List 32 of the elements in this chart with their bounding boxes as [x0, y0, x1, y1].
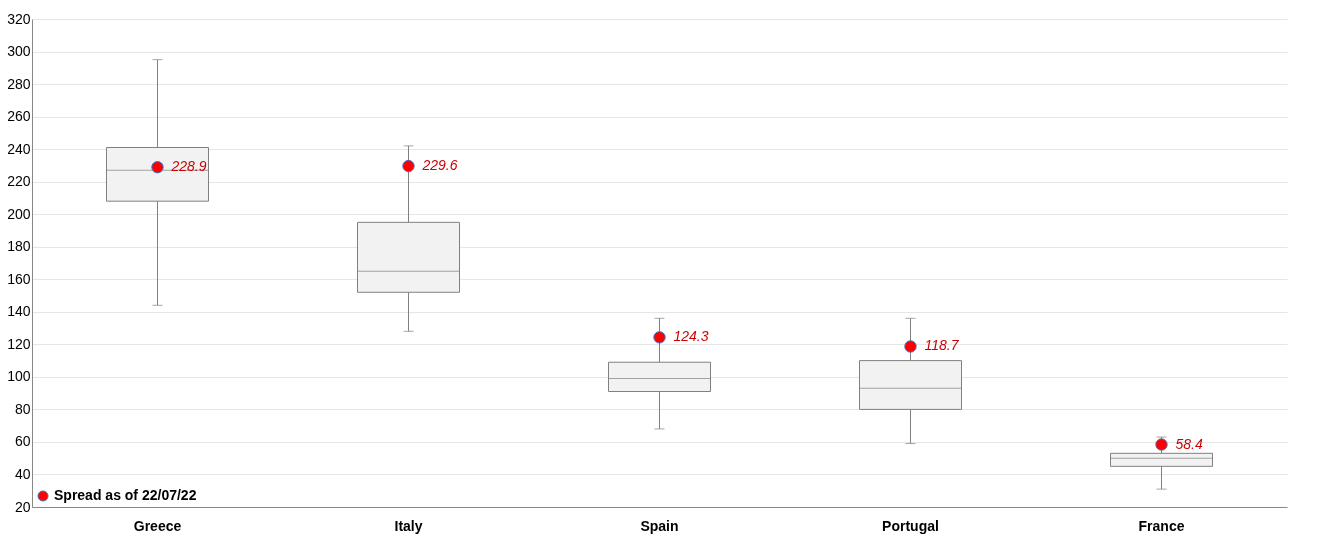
y-tick-label: 300: [7, 43, 31, 60]
data-label: 58.4: [1175, 435, 1203, 452]
point: [904, 340, 917, 353]
x-tick-label: Portugal: [882, 517, 939, 534]
y-tick-label: 80: [14, 400, 31, 417]
y-tick-label: 260: [7, 108, 31, 125]
y-tick-label: 280: [7, 75, 31, 92]
y-tick-label: 320: [7, 10, 31, 27]
x-tick-label: France: [1138, 517, 1185, 534]
y-tick-label: 40: [14, 465, 31, 482]
x-tick-label: Greece: [133, 517, 182, 534]
y-tick-label: 140: [7, 303, 31, 320]
x-tick-label: Spain: [640, 517, 679, 534]
y-tick-label: 100: [7, 368, 31, 385]
y-tick-label: 200: [7, 205, 31, 222]
point: [402, 159, 415, 173]
data-label: 228.9: [170, 158, 207, 175]
point: [653, 331, 666, 344]
point: [151, 161, 164, 174]
y-tick-label: 20: [14, 498, 31, 515]
y-tick-label: 120: [7, 335, 31, 352]
point: [1155, 438, 1168, 451]
legend-label: Spread as of 22/07/22: [54, 487, 197, 503]
y-tick-label: 60: [14, 433, 31, 450]
x-tick-label: Italy: [394, 517, 423, 534]
y-tick-label: 180: [7, 238, 31, 255]
y-tick-label: 160: [7, 270, 31, 287]
data-label: 124.3: [673, 328, 709, 345]
y-tick-label: 240: [7, 140, 31, 157]
data-label: 118.7: [924, 337, 960, 354]
y-tick-label: 220: [7, 173, 31, 190]
data-label: 229.6: [421, 157, 458, 174]
